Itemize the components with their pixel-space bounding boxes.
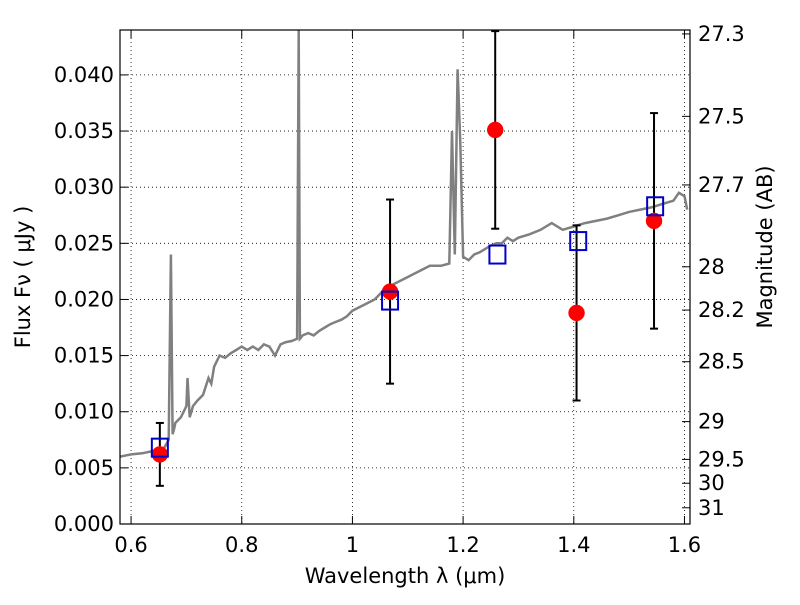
right-tick-label: 28.2 [698, 298, 745, 322]
observed-flux-point [151, 446, 169, 463]
right-tick-label: 28.5 [698, 350, 745, 374]
y-tick-label: 0.035 [54, 119, 114, 143]
y-tick-label: 0.005 [54, 456, 114, 480]
x-tick-label: 1.6 [668, 533, 701, 557]
plot-frame [119, 29, 691, 525]
y-tick-label: 0.010 [54, 400, 114, 424]
model-flux-point [381, 290, 400, 311]
x-tick-label: 0.8 [225, 533, 258, 557]
y-tick-label: 0.020 [54, 287, 114, 311]
x-tick-label: 1 [346, 533, 359, 557]
y-tick-label: 0.000 [54, 512, 114, 536]
right-tick-label: 28 [698, 255, 725, 279]
y-tick-label: 0.030 [54, 175, 114, 199]
spectrum-line [120, 30, 689, 458]
y-axis-right-label: Magnitude (AB) [753, 165, 777, 328]
model-flux-point [150, 437, 169, 458]
model-flux-point [569, 231, 588, 252]
model-flux-point [488, 244, 507, 265]
right-tick-label: 27.3 [698, 22, 745, 46]
y-tick-label: 0.025 [54, 231, 114, 255]
right-tick-label: 30 [698, 471, 725, 495]
x-tick-label: 1.4 [557, 533, 590, 557]
x-tick-label: 0.6 [114, 533, 147, 557]
x-axis-label: Wavelength λ (μm) [305, 564, 506, 588]
y-tick-label: 0.015 [54, 344, 114, 368]
right-tick-label: 27.5 [698, 104, 745, 128]
observed-flux-point [486, 121, 504, 139]
x-tick-label: 1.2 [446, 533, 479, 557]
right-tick-label: 29.5 [698, 447, 745, 471]
right-tick-label: 27.7 [698, 173, 745, 197]
observed-flux-point [568, 304, 585, 322]
y-tick-label: 0.040 [54, 63, 114, 87]
model-flux-point [646, 196, 665, 217]
right-tick-label: 29 [698, 410, 725, 434]
observed-flux-point [645, 212, 663, 230]
y-axis-label: Flux Fν ( μJy ) [11, 206, 35, 349]
right-tick-label: 31 [698, 496, 725, 520]
